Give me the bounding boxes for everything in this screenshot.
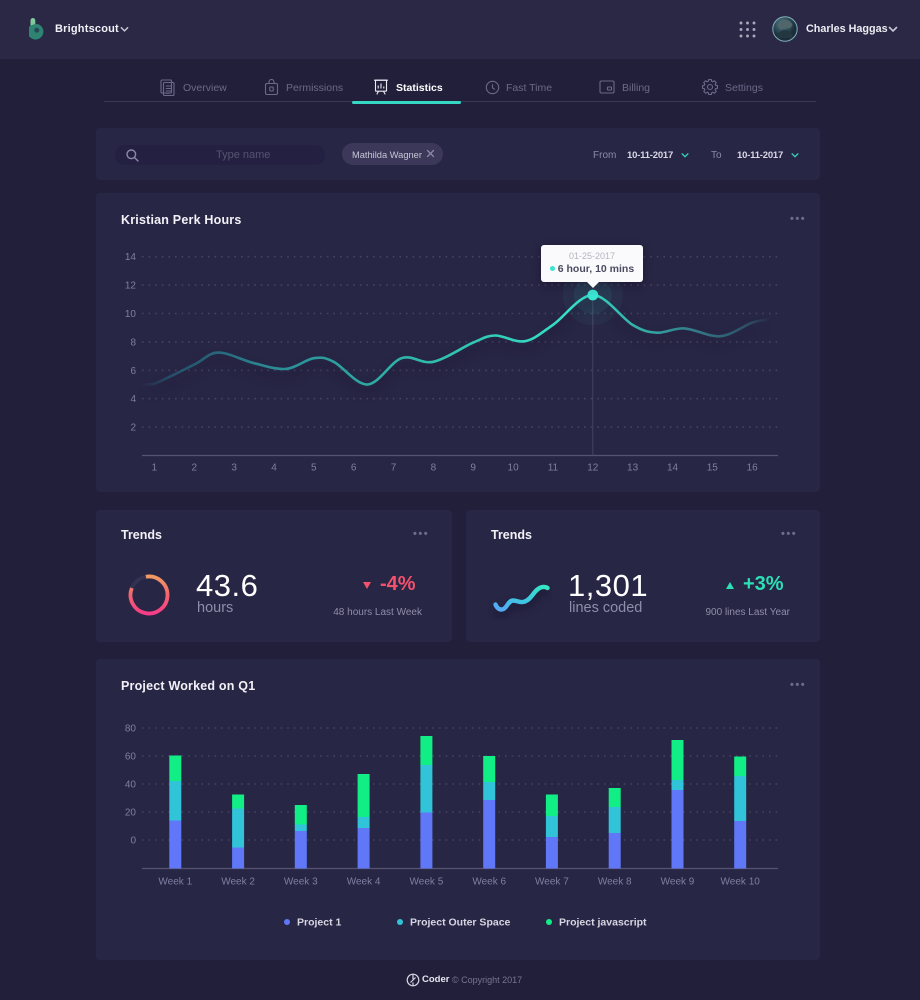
svg-text:8: 8 <box>130 337 136 348</box>
svg-text:7: 7 <box>391 463 397 474</box>
svg-text:Week 4: Week 4 <box>347 877 381 888</box>
svg-text:80: 80 <box>125 724 137 735</box>
svg-text:6: 6 <box>130 366 136 377</box>
svg-text:16: 16 <box>747 463 759 474</box>
svg-text:Week 7: Week 7 <box>535 877 569 888</box>
svg-text:14: 14 <box>125 252 137 263</box>
svg-text:2: 2 <box>130 423 136 434</box>
svg-text:60: 60 <box>125 752 137 763</box>
svg-text:9: 9 <box>470 463 476 474</box>
svg-text:Week 5: Week 5 <box>410 877 444 888</box>
svg-text:4: 4 <box>271 463 277 474</box>
svg-text:12: 12 <box>125 281 137 292</box>
svg-text:6: 6 <box>351 463 357 474</box>
svg-text:20: 20 <box>125 808 137 819</box>
svg-text:5: 5 <box>311 463 317 474</box>
svg-text:Project 1: Project 1 <box>297 917 342 929</box>
svg-text:40: 40 <box>125 780 137 791</box>
svg-text:Project Outer Space: Project Outer Space <box>410 917 511 929</box>
svg-text:10: 10 <box>508 463 520 474</box>
svg-text:1: 1 <box>152 463 158 474</box>
svg-text:Week 2: Week 2 <box>221 877 255 888</box>
svg-text:2: 2 <box>192 463 198 474</box>
svg-text:Week 1: Week 1 <box>158 877 192 888</box>
svg-text:8: 8 <box>431 463 437 474</box>
svg-text:Week 8: Week 8 <box>598 877 632 888</box>
svg-text:Week 10: Week 10 <box>721 877 761 888</box>
svg-text:Week 9: Week 9 <box>661 877 695 888</box>
svg-text:Week 6: Week 6 <box>472 877 506 888</box>
svg-text:14: 14 <box>667 463 679 474</box>
svg-text:13: 13 <box>627 463 639 474</box>
svg-text:15: 15 <box>707 463 719 474</box>
svg-text:12: 12 <box>587 463 599 474</box>
svg-text:3: 3 <box>231 463 237 474</box>
svg-text:11: 11 <box>548 463 559 474</box>
svg-text:Week 3: Week 3 <box>284 877 318 888</box>
svg-text:4: 4 <box>130 394 136 405</box>
svg-text:Project javascript: Project javascript <box>559 917 647 929</box>
svg-text:10: 10 <box>125 309 137 320</box>
svg-text:0: 0 <box>130 836 136 847</box>
